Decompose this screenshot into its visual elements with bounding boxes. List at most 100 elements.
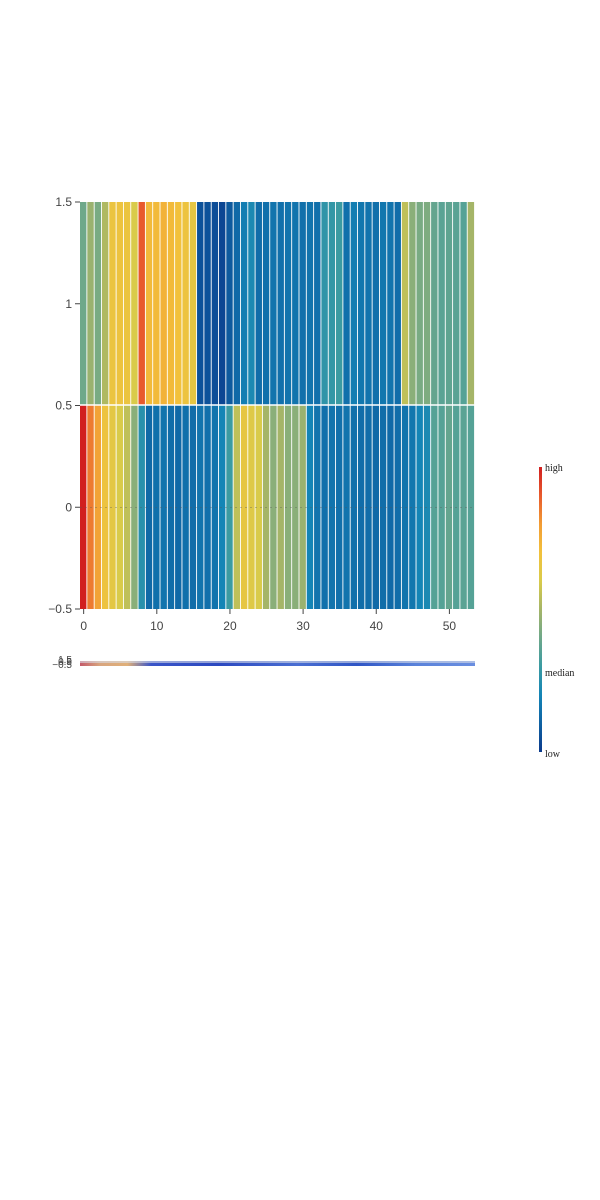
heatmap-cell[interactable] <box>153 405 160 610</box>
heatmap-cell[interactable] <box>145 405 153 610</box>
heatmap-cell[interactable] <box>453 405 460 610</box>
heatmap-cell[interactable] <box>284 202 292 406</box>
heatmap-cell[interactable] <box>233 405 241 610</box>
heatmap-cell[interactable] <box>175 202 182 406</box>
heatmap-cell[interactable] <box>372 405 380 610</box>
heatmap-cell[interactable] <box>357 202 365 406</box>
heatmap-cell[interactable] <box>255 405 262 610</box>
heatmap-cell[interactable] <box>204 405 211 610</box>
heatmap-cell[interactable] <box>167 405 175 610</box>
heatmap-cell[interactable] <box>197 405 204 610</box>
heatmap-cell[interactable] <box>211 405 219 610</box>
heatmap-cell[interactable] <box>189 202 197 406</box>
heatmap-cell[interactable] <box>116 202 123 406</box>
heatmap-cell[interactable] <box>416 202 423 406</box>
heatmap-cell[interactable] <box>460 202 467 406</box>
heatmap-cell[interactable] <box>160 202 167 406</box>
heatmap-cell[interactable] <box>343 202 350 406</box>
heatmap-cell[interactable] <box>123 202 131 406</box>
heatmap-cell[interactable] <box>292 202 299 406</box>
heatmap-cell[interactable] <box>87 405 94 610</box>
heatmap-cell[interactable] <box>240 405 248 610</box>
heatmap-cell[interactable] <box>138 202 145 406</box>
heatmap-cell[interactable] <box>306 202 314 406</box>
heatmap-cell[interactable] <box>394 202 401 406</box>
heatmap-cell[interactable] <box>101 405 109 610</box>
heatmap-cell[interactable] <box>233 202 241 406</box>
heatmap-cell[interactable] <box>197 202 204 406</box>
heatmap-cell[interactable] <box>175 405 182 610</box>
heatmap-cell[interactable] <box>101 202 109 406</box>
heatmap-cell[interactable] <box>248 405 255 610</box>
heatmap-cell[interactable] <box>255 202 262 406</box>
heatmap-cell[interactable] <box>87 202 94 406</box>
heatmap-cell[interactable] <box>80 202 87 406</box>
heatmap-cell[interactable] <box>445 405 453 610</box>
heatmap-cell[interactable] <box>357 405 365 610</box>
heatmap-cell[interactable] <box>350 202 358 406</box>
heatmap-cell[interactable] <box>284 405 292 610</box>
heatmap-cell[interactable] <box>365 405 372 610</box>
heatmap-cell[interactable] <box>262 405 270 610</box>
heatmap-cell[interactable] <box>211 202 219 406</box>
minimap-strip[interactable] <box>80 661 475 666</box>
heatmap-cell[interactable] <box>160 405 167 610</box>
heatmap-cell[interactable] <box>80 405 87 610</box>
heatmap-cell[interactable] <box>343 405 350 610</box>
heatmap-cell[interactable] <box>109 202 116 406</box>
heatmap-cell[interactable] <box>299 405 306 610</box>
heatmap-cell[interactable] <box>277 405 284 610</box>
heatmap-cell[interactable] <box>321 202 328 406</box>
heatmap-cell[interactable] <box>336 202 343 406</box>
heatmap-cell[interactable] <box>401 202 409 406</box>
heatmap-cell[interactable] <box>416 405 423 610</box>
heatmap-cell[interactable] <box>153 202 160 406</box>
heatmap-cell[interactable] <box>409 202 416 406</box>
heatmap-cell[interactable] <box>350 405 358 610</box>
heatmap-cell[interactable] <box>116 405 123 610</box>
heatmap-cell[interactable] <box>109 405 116 610</box>
heatmap-cell[interactable] <box>226 202 233 406</box>
heatmap-cell[interactable] <box>379 405 387 610</box>
heatmap-cell[interactable] <box>423 202 431 406</box>
heatmap-cell[interactable] <box>372 202 380 406</box>
heatmap-cell[interactable] <box>270 405 277 610</box>
heatmap-cell[interactable] <box>299 202 306 406</box>
heatmap-cell[interactable] <box>182 202 189 406</box>
heatmap-cell[interactable] <box>453 202 460 406</box>
heatmap-cell[interactable] <box>314 405 321 610</box>
heatmap-cell[interactable] <box>306 405 314 610</box>
heatmap-cell[interactable] <box>328 405 336 610</box>
heatmap-cell[interactable] <box>365 202 372 406</box>
heatmap-cell[interactable] <box>467 202 475 406</box>
heatmap-cell[interactable] <box>401 405 409 610</box>
heatmap-cell[interactable] <box>138 405 145 610</box>
heatmap-cell[interactable] <box>189 405 197 610</box>
heatmap-cell[interactable] <box>218 405 226 610</box>
heatmap-cell[interactable] <box>131 405 138 610</box>
minimap[interactable]: 1.5 0.5 −0.5 <box>52 655 475 671</box>
heatmap-cell[interactable] <box>277 202 284 406</box>
heatmap-cell[interactable] <box>394 405 401 610</box>
heatmap-cell[interactable] <box>248 202 255 406</box>
heatmap-cell[interactable] <box>387 405 394 610</box>
heatmap-cell[interactable] <box>379 202 387 406</box>
heatmap-cell[interactable] <box>423 405 431 610</box>
heatmap-cell[interactable] <box>270 202 277 406</box>
heatmap-cell[interactable] <box>145 202 153 406</box>
heatmap-cell[interactable] <box>123 405 131 610</box>
heatmap-cell[interactable] <box>131 202 138 406</box>
heatmap-cell[interactable] <box>336 405 343 610</box>
heatmap-cell[interactable] <box>218 202 226 406</box>
heatmap-cell[interactable] <box>460 405 467 610</box>
heatmap-cell[interactable] <box>431 405 438 610</box>
heatmap-cell[interactable] <box>292 405 299 610</box>
heatmap-cell[interactable] <box>438 202 445 406</box>
heatmap-cell[interactable] <box>445 202 453 406</box>
heatmap-cell[interactable] <box>387 202 394 406</box>
heatmap-cell[interactable] <box>226 405 233 610</box>
heatmap-cell[interactable] <box>467 405 475 610</box>
heatmap-cell[interactable] <box>321 405 328 610</box>
heatmap-cell[interactable] <box>204 202 211 406</box>
heatmap-cell[interactable] <box>182 405 189 610</box>
